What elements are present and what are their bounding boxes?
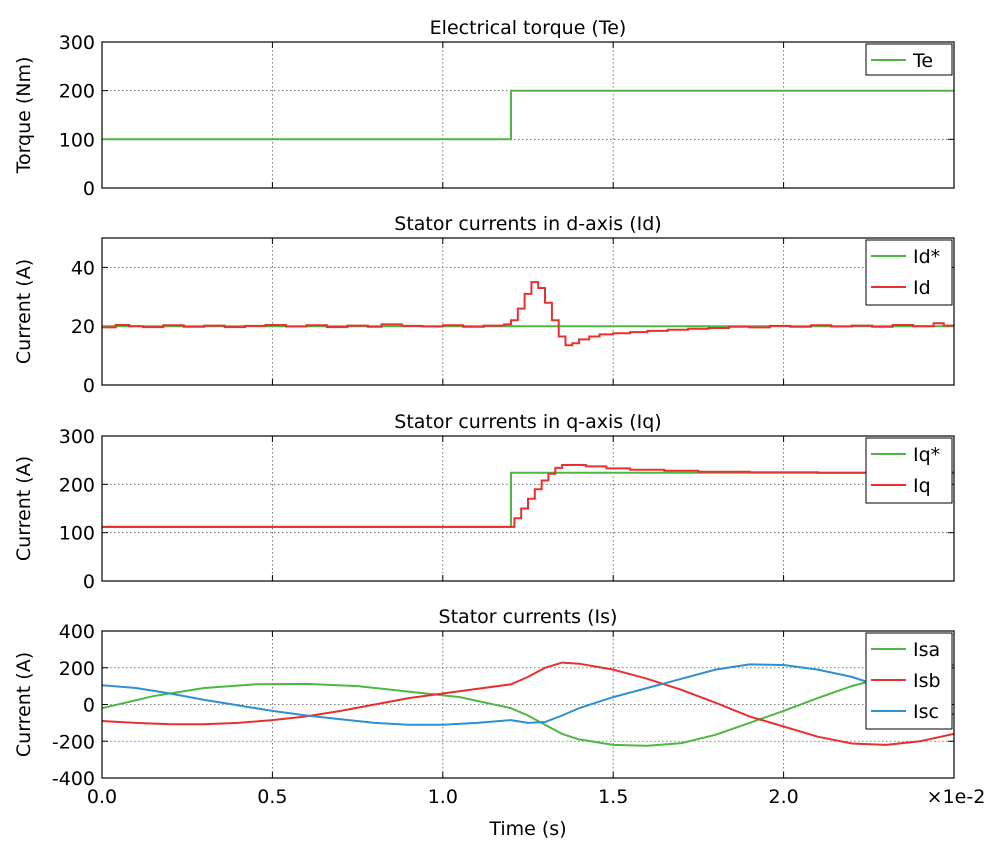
legend: Te <box>865 43 953 76</box>
legend-label: Isa <box>913 639 940 661</box>
legend-box <box>865 239 953 306</box>
y-tick-label: 0 <box>83 571 95 593</box>
plot-area <box>102 42 954 188</box>
y-tick-label: 20 <box>71 316 95 338</box>
chart-title: Electrical torque (Te) <box>430 17 627 39</box>
y-tick-label: 0 <box>83 375 95 397</box>
panel-3: Stator currents in q-axis (Iq) 0 100 200 300… <box>13 411 955 593</box>
panel-1: Electrical torque (Te) 0 100 200 300 Torque (… <box>13 17 955 200</box>
y-axis-label: Current (A) <box>13 456 35 561</box>
x-tick-label: 1.0 <box>428 786 458 808</box>
plot-area <box>102 631 954 778</box>
x-tick-label: 0.5 <box>257 786 287 808</box>
plot-frame <box>101 237 955 386</box>
y-axis-label: Current (A) <box>13 259 35 364</box>
legend: Iq* Iq <box>865 437 953 504</box>
legend-label: Te <box>912 50 933 72</box>
legend-label: Isb <box>913 670 941 692</box>
y-tick-label: 200 <box>59 81 95 103</box>
series-line-isc <box>102 663 954 726</box>
series-line-isb <box>102 661 954 746</box>
series-line-isa <box>102 664 954 747</box>
y-tick-label: 300 <box>59 426 95 448</box>
series-line-te <box>102 89 954 141</box>
y-tick-label: 40 <box>71 257 95 279</box>
chart-title: Stator currents in q-axis (Iq) <box>394 411 661 433</box>
y-tick-label: 0 <box>83 178 95 200</box>
legend-label: Iq* <box>913 444 940 466</box>
y-tick-label: 200 <box>59 474 95 496</box>
y-tick-label: -400 <box>52 768 95 790</box>
legend-box <box>865 437 953 504</box>
chart-title: Stator currents (Is) <box>439 606 618 628</box>
plot-frame <box>101 435 955 582</box>
y-tick-label: 300 <box>59 32 95 54</box>
x-tick-label: 1.5 <box>598 786 628 808</box>
legend-label: Isc <box>913 701 939 723</box>
plot-frame <box>101 41 955 189</box>
plot-area <box>102 238 954 385</box>
legend-label: Id <box>913 277 931 299</box>
series-line-id <box>102 281 954 347</box>
x-axis: 0.0 0.5 1.0 1.5 2.0 ×1e-2 Time (s) <box>87 786 985 840</box>
y-axis-label: Current (A) <box>13 652 35 757</box>
legend-label: Id* <box>913 246 940 268</box>
x-scale-label: ×1e-2 <box>927 786 986 808</box>
y-tick-label: 100 <box>59 523 95 545</box>
y-axis-label: Torque (Nm) <box>13 57 35 175</box>
x-tick-label: 0.0 <box>87 786 117 808</box>
x-axis-label: Time (s) <box>488 818 566 840</box>
y-tick-label: 400 <box>59 621 95 643</box>
x-tick-label: 2.0 <box>768 786 798 808</box>
legend: Isa Isb Isc <box>865 632 953 730</box>
y-tick-label: -200 <box>52 731 95 753</box>
y-tick-label: 200 <box>59 658 95 680</box>
legend: Id* Id <box>865 239 953 306</box>
panel-2: Stator currents in d-axis (Id) 0 20 40 Curre… <box>13 213 955 397</box>
legend-label: Iq <box>913 475 931 497</box>
series-line-iq <box>102 464 954 528</box>
y-tick-label: 0 <box>83 695 95 717</box>
panel-4: Stator currents (Is) -400 -200 0 200 400 Curre… <box>13 606 955 790</box>
chart-title: Stator currents in d-axis (Id) <box>394 213 661 235</box>
y-tick-label: 100 <box>59 129 95 151</box>
plot-frame <box>101 630 955 779</box>
